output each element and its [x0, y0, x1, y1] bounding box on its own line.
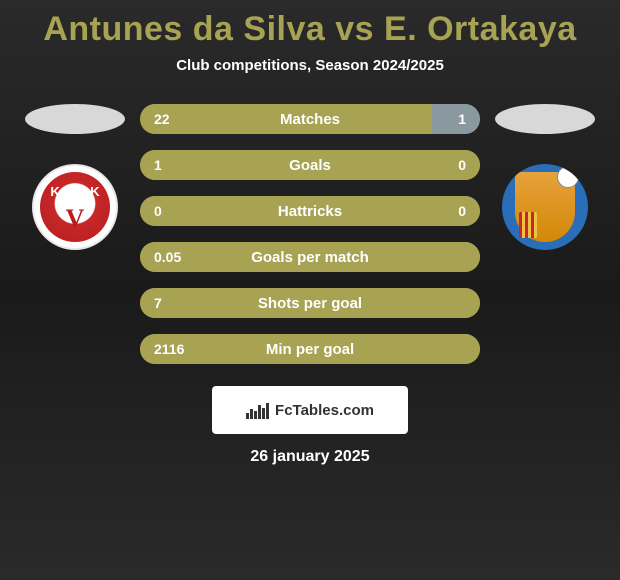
stat-label: Min per goal: [266, 341, 354, 358]
team2-badge: [502, 164, 588, 250]
brand-logo-bar: [262, 408, 265, 419]
stat-value-left: 0: [154, 203, 162, 219]
stat-label: Goals: [289, 157, 331, 174]
stat-value-right: 1: [458, 111, 466, 127]
stat-bars: 22 1 Matches 1 0 Goals 0 0 Hattricks 0.05 Goals pe…: [140, 104, 480, 364]
stat-bar: 1 0 Goals: [140, 150, 480, 180]
brand-logo-icon: [246, 401, 269, 419]
brand-logo-bar: [250, 409, 253, 419]
date-label: 26 january 2025: [0, 448, 620, 466]
team1-badge: K K V: [32, 164, 118, 250]
right-badge-column: [490, 104, 600, 250]
stat-bar: 0 0 Hattricks: [140, 196, 480, 226]
stat-value-left: 1: [154, 157, 162, 173]
brand-logo-bar: [258, 405, 261, 419]
stat-value-left: 0.05: [154, 249, 181, 265]
team2-badge-ball-icon: [557, 166, 579, 188]
subtitle: Club competitions, Season 2024/2025: [0, 57, 620, 74]
player1-photo-placeholder: [25, 104, 125, 134]
team1-badge-letter-k1: K: [50, 184, 59, 199]
brand-logo-bar: [254, 411, 257, 419]
vs-separator: vs: [335, 10, 374, 48]
stat-value-right: 0: [458, 203, 466, 219]
stat-label: Matches: [280, 111, 340, 128]
stat-bar: 7 Shots per goal: [140, 288, 480, 318]
player2-photo-placeholder: [495, 104, 595, 134]
comparison-content: K K V 22 1 Matches 1 0 Goals 0 0 Hattricks 0.05 Go…: [0, 104, 620, 364]
stat-value-left: 7: [154, 295, 162, 311]
stat-label: Goals per match: [251, 249, 369, 266]
stat-label: Shots per goal: [258, 295, 362, 312]
brand-footer-box: FcTables.com: [212, 386, 408, 434]
brand-logo-bar: [246, 413, 249, 419]
stat-bar: 2116 Min per goal: [140, 334, 480, 364]
player2-name: E. Ortakaya: [384, 10, 577, 48]
brand-logo-bar: [266, 403, 269, 419]
team2-badge-shield: [515, 172, 575, 242]
team2-badge-stripes: [519, 212, 537, 238]
stat-value-left: 22: [154, 111, 170, 127]
stat-bar: 0.05 Goals per match: [140, 242, 480, 272]
player1-name: Antunes da Silva: [43, 10, 325, 48]
stat-bar-fill-right: [432, 104, 480, 134]
stat-value-right: 0: [458, 157, 466, 173]
stat-value-left: 2116: [154, 341, 184, 357]
stat-bar: 22 1 Matches: [140, 104, 480, 134]
team1-badge-letter-k2: K: [90, 184, 99, 199]
stat-label: Hattricks: [278, 203, 342, 220]
brand-name: FcTables.com: [275, 402, 374, 419]
left-badge-column: K K V: [20, 104, 130, 250]
comparison-title: Antunes da Silva vs E. Ortakaya: [0, 0, 620, 49]
team1-badge-letter-v: V: [66, 204, 85, 234]
